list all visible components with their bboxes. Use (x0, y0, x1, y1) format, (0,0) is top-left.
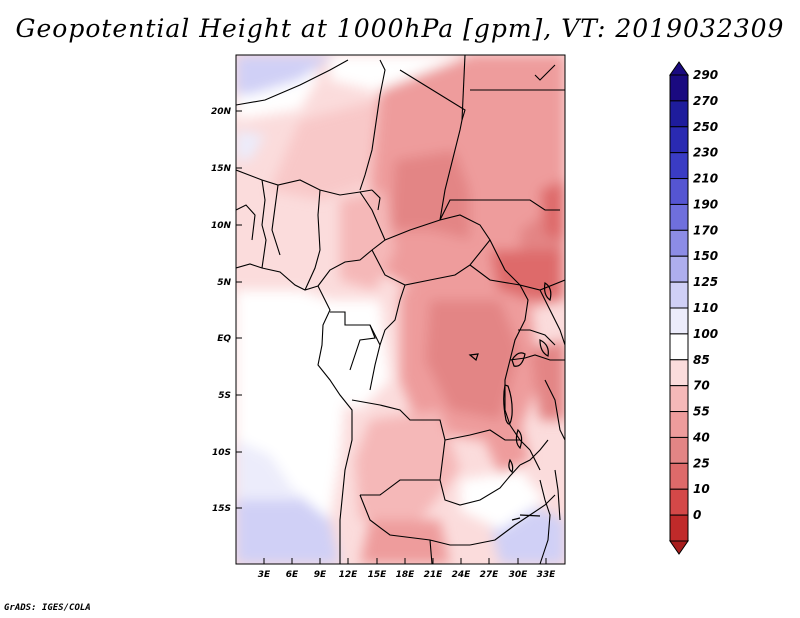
lon-label-21e: 21E (424, 570, 444, 580)
colorbar-label-290: 290 (693, 68, 718, 82)
colorbar-segment-40 (669, 436, 689, 464)
colorbar-label-125: 125 (693, 275, 718, 289)
colorbar-label-85: 85 (693, 353, 710, 367)
colorbar-label-0: 0 (693, 508, 701, 522)
colorbar-segment-125 (669, 281, 689, 309)
grads-credit: GrADS: IGES/COLA (4, 603, 91, 613)
colorbar-segment-170 (669, 229, 689, 257)
colorbar-label-70: 70 (693, 379, 710, 393)
colorbar-top-triangle (669, 61, 689, 76)
colorbar-label-110: 110 (693, 301, 718, 315)
lon-label-6e: 6E (286, 570, 299, 580)
colorbar-label-190: 190 (693, 197, 718, 211)
colorbar-segment-70 (669, 385, 689, 413)
colorbar-label-55: 55 (693, 405, 710, 419)
colorbar-segment-85 (669, 359, 689, 387)
lat-label-15s: 15S (212, 504, 231, 514)
colorbar-segment-190 (669, 203, 689, 231)
lon-label-3e: 3E (258, 570, 271, 580)
lakes (468, 282, 552, 521)
lat-label-eq: EQ (217, 334, 231, 344)
colorbar-segment-230 (669, 152, 689, 180)
geopotential-field (236, 55, 565, 564)
lat-label-10s: 10S (212, 448, 231, 458)
lon-label-15e: 15E (368, 570, 388, 580)
colorbar-label-230: 230 (693, 146, 718, 160)
colorbar-segment-10 (669, 488, 689, 516)
colorbar-segment-110 (669, 307, 689, 335)
lon-label-9e: 9E (314, 570, 327, 580)
colorbar-segment-150 (669, 255, 689, 283)
colorbar-label-10: 10 (693, 482, 710, 496)
longitude-axis: 3E 6E 9E 12E 15E 18E 21E 24E 27E 30E 33E (258, 558, 556, 580)
colorbar-label-100: 100 (693, 327, 718, 341)
colorbar-label-270: 270 (693, 94, 718, 108)
lon-label-18e: 18E (396, 570, 416, 580)
lon-label-33e: 33E (537, 570, 557, 580)
colorbar-label-25: 25 (693, 456, 710, 470)
colorbar: 2902702502302101901701501251101008570554… (669, 61, 718, 555)
lat-label-5n: 5N (217, 278, 231, 288)
latitude-axis: 20N 15N 10N 5N EQ 5S 10S 15S (211, 107, 242, 514)
lon-label-24e: 24E (452, 570, 472, 580)
colorbar-label-40: 40 (692, 430, 710, 444)
colorbar-segment-210 (669, 178, 689, 205)
colorbar-bottom-triangle (669, 540, 689, 555)
lon-label-30e: 30E (509, 570, 529, 580)
colorbar-segment-55 (669, 411, 689, 438)
lon-label-12e: 12E (339, 570, 359, 580)
lat-label-15n: 15N (211, 164, 232, 174)
lat-label-20n: 20N (211, 107, 232, 117)
colorbar-segment-290 (669, 74, 689, 102)
colorbar-label-210: 210 (693, 172, 718, 186)
colorbar-label-170: 170 (693, 223, 718, 237)
colorbar-segment-25 (669, 462, 689, 490)
colorbar-segment-100 (669, 333, 689, 361)
colorbar-label-150: 150 (693, 249, 718, 263)
country-borders (236, 55, 565, 564)
colorbar-segment-0 (669, 514, 689, 542)
lat-label-10n: 10N (211, 221, 232, 231)
colorbar-label-250: 250 (693, 120, 718, 134)
lon-label-27e: 27E (480, 570, 500, 580)
lat-label-5s: 5S (218, 391, 231, 401)
colorbar-segment-250 (669, 126, 689, 154)
colorbar-segment-270 (669, 100, 689, 128)
map-border (235, 54, 566, 565)
map-title: Geopotential Height at 1000hPa [gpm], VT… (15, 14, 785, 43)
